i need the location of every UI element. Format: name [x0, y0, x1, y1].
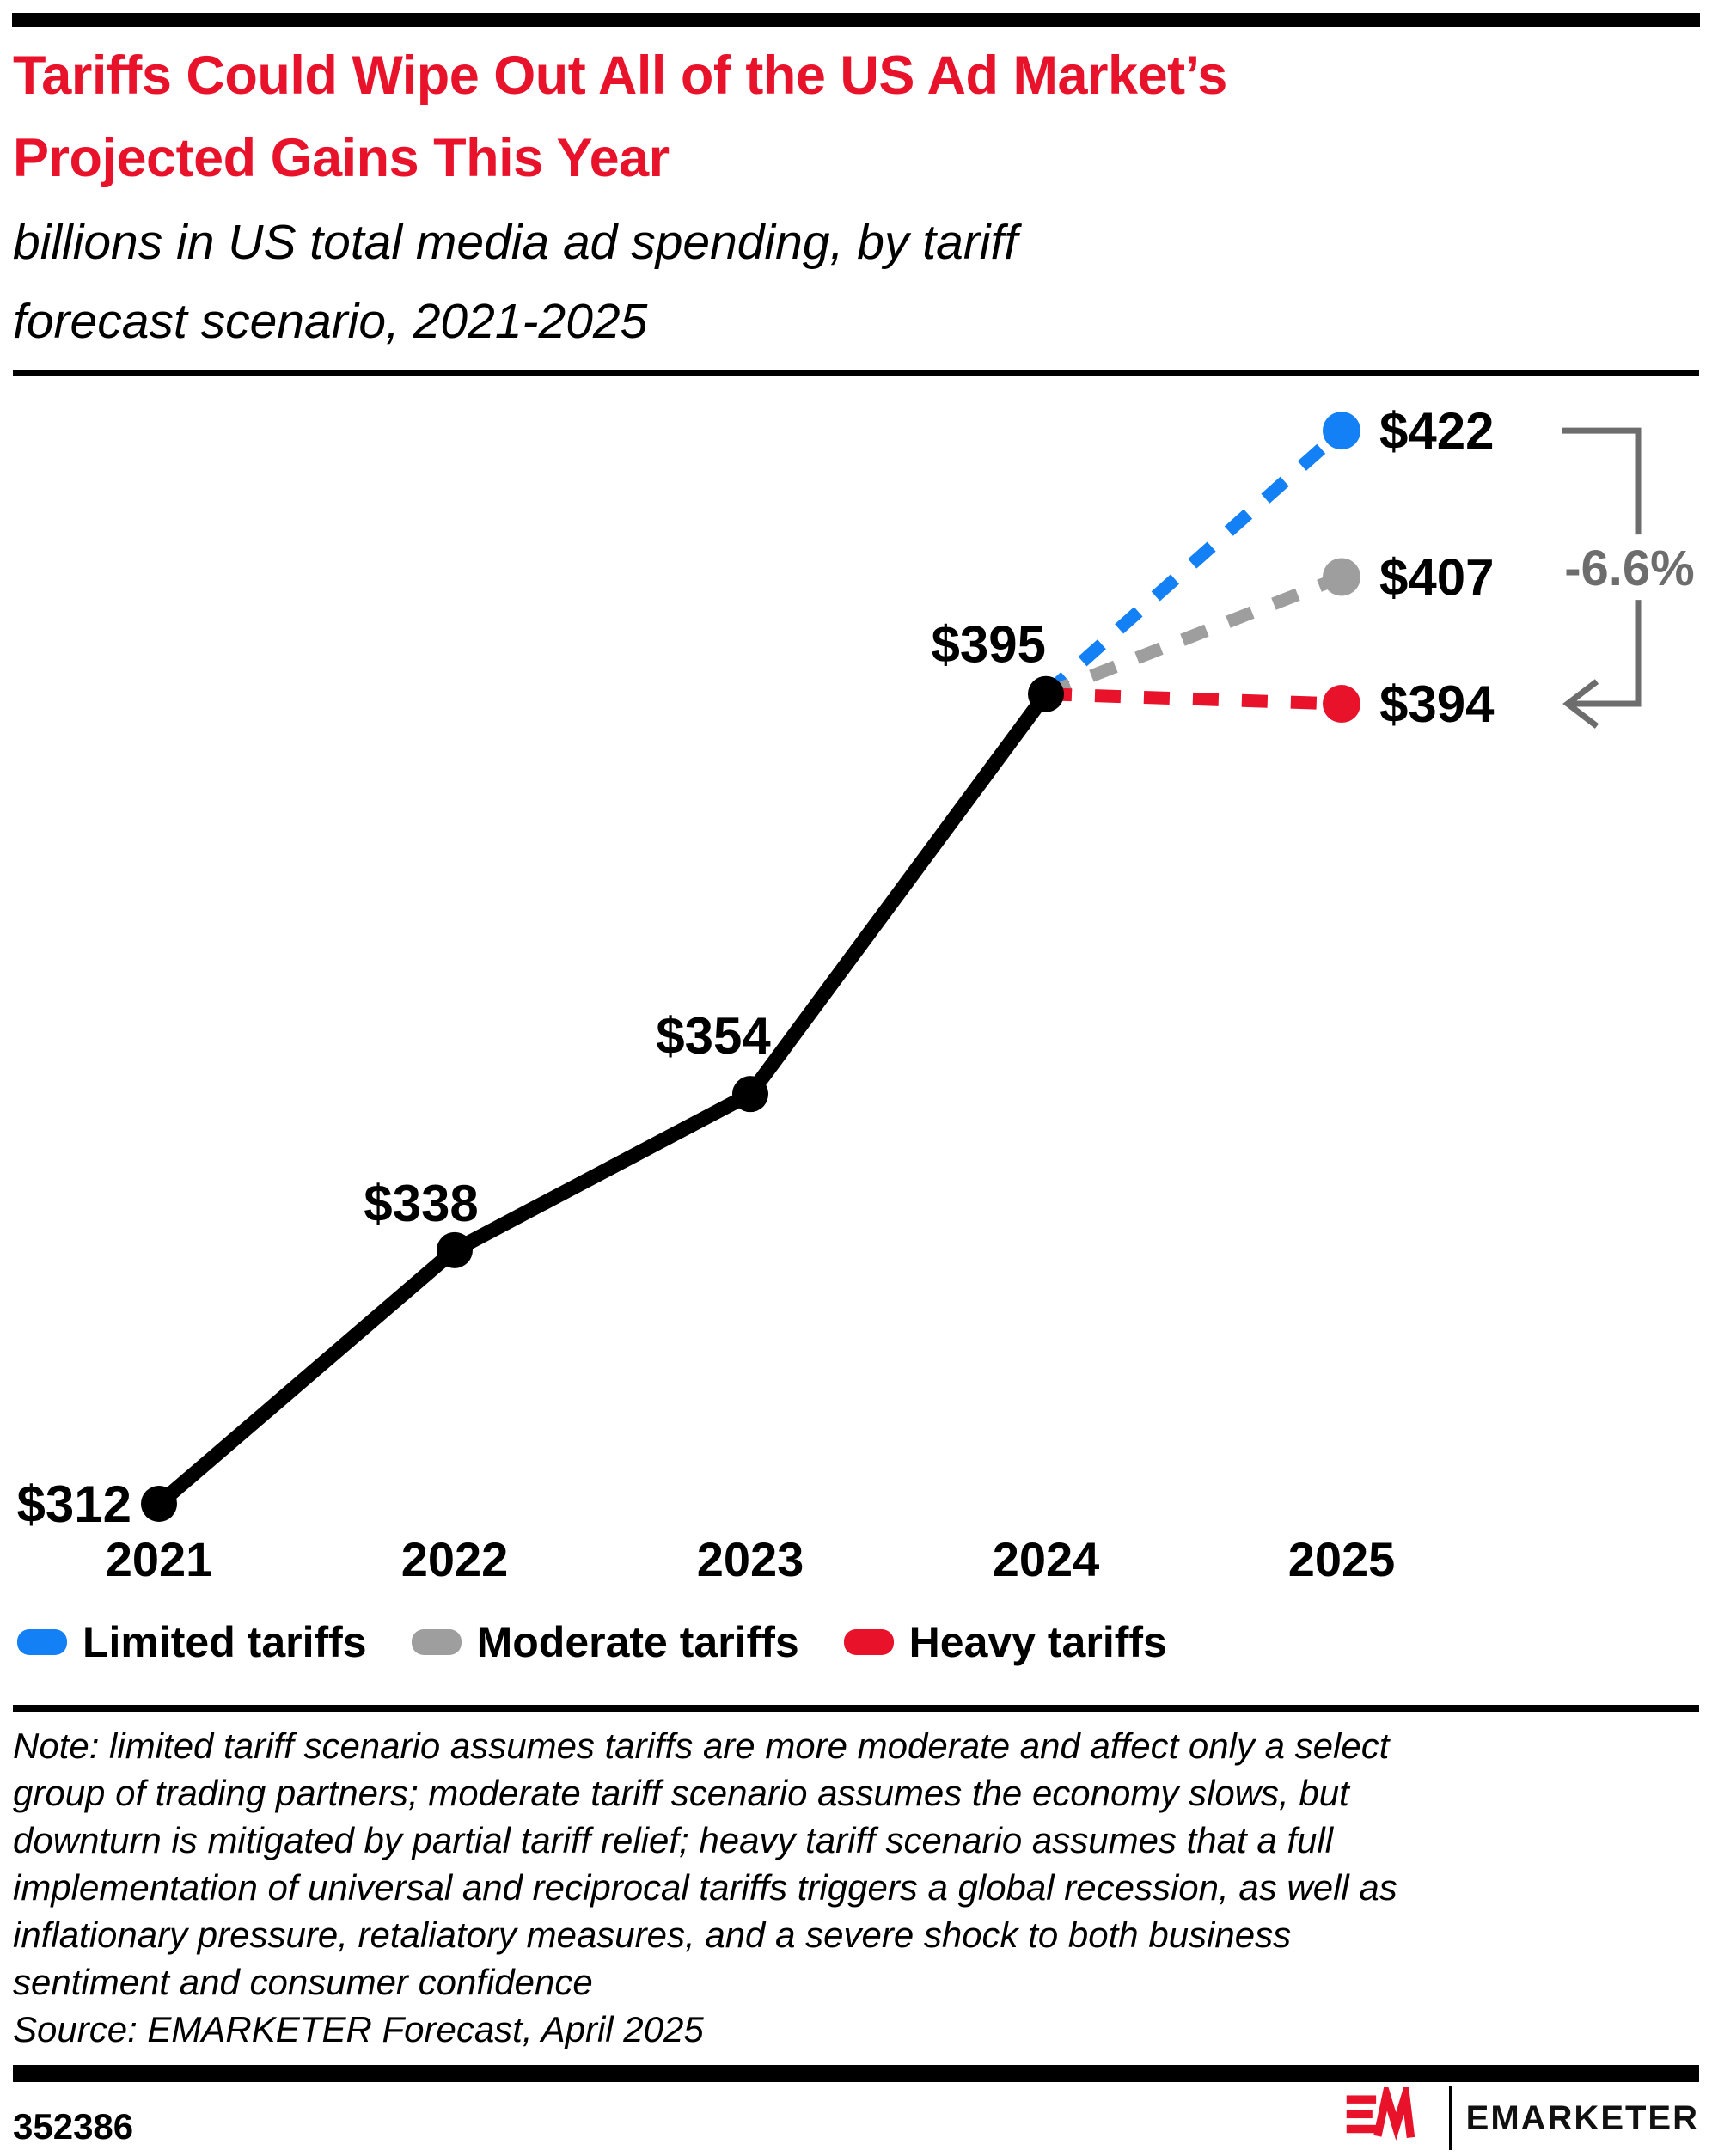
data-point-2021: [141, 1486, 177, 1522]
point-label-0: $312: [17, 1475, 131, 1533]
logo-separator: [1448, 2086, 1452, 2150]
legend-label: Limited tariffs: [83, 1618, 367, 1666]
point-label-3: $395: [932, 616, 1046, 674]
chart-subtitle: billions in US total media ad spending, …: [13, 215, 1018, 349]
actual-series-line: [151, 687, 1054, 1512]
note-line: sentiment and consumer confidence: [13, 1962, 593, 2002]
note-line: downturn is mitigated by partial tariff …: [13, 1820, 1334, 1860]
note-block: Note: limited tariff scenario assumes ta…: [13, 1722, 1397, 2053]
page-title: Tariffs Could Wipe Out All of the US Ad …: [13, 46, 1227, 188]
annotation-change-label: -6.6%: [1564, 541, 1695, 596]
emarketer-logo: EMARKETER: [1339, 2086, 1699, 2151]
note-line: implementation of universal and reciproc…: [13, 1867, 1397, 1908]
scenario-value-label-0: $422: [1379, 402, 1494, 460]
legend: Limited tariffs Moderate tariffs Heavy t…: [17, 1617, 1167, 1667]
scenario-line-2: [1045, 687, 1342, 711]
scenario-value-label-1: $407: [1379, 548, 1494, 606]
note-line: Note: limited tariff scenario assumes ta…: [13, 1725, 1390, 1766]
scenario-endpoint-2: [1323, 685, 1360, 724]
legend-item-moderate-tariffs: Moderate tariffs: [411, 1617, 799, 1667]
note-line: inflationary pressure, retaliatory measu…: [13, 1915, 1292, 1955]
x-axis-label-2022: 2022: [401, 1532, 509, 1586]
note-line: group of trading partners; moderate tari…: [13, 1773, 1349, 1813]
scenario-value-label-2: $394: [1379, 675, 1495, 733]
line-chart: $422 $407 $394 $312 $338 $354 $395 2021 2022 2023…: [17, 402, 1695, 1586]
point-label-2: $354: [656, 1007, 771, 1065]
annotation-arrow-left-icon: [1562, 679, 1599, 729]
x-axis-label-2021: 2021: [106, 1532, 213, 1586]
data-point-2022: [437, 1231, 473, 1268]
x-axis-label-2024: 2024: [993, 1532, 1100, 1586]
scenario-endpoint-1: [1323, 558, 1360, 596]
brand-wordmark: EMARKETER: [1465, 2098, 1699, 2137]
note-divider: [13, 1705, 1699, 1712]
header-divider: [13, 370, 1699, 376]
source-line: Source: EMARKETER Forecast, April 2025: [13, 2009, 704, 2049]
point-label-1: $338: [364, 1175, 478, 1232]
legend-swatch-icon: [411, 1629, 462, 1655]
scenario-line-1: [1043, 571, 1344, 700]
legend-item-heavy-tariffs: Heavy tariffs: [843, 1617, 1167, 1667]
legend-swatch-icon: [17, 1629, 67, 1655]
scenario-line-0: [1042, 425, 1346, 699]
x-axis-label-2025: 2025: [1288, 1532, 1396, 1586]
data-point-2023: [732, 1076, 768, 1113]
annotation-bracket: [1562, 427, 1642, 707]
top-border-bar: [12, 13, 1700, 27]
data-point-2024: [1028, 675, 1064, 712]
legend-label: Moderate tariffs: [476, 1618, 799, 1666]
legend-item-limited-tariffs: Limited tariffs: [17, 1617, 367, 1667]
emarketer-em-icon: [1346, 2086, 1415, 2141]
x-axis-label-2023: 2023: [697, 1532, 804, 1586]
legend-swatch-icon: [843, 1629, 894, 1655]
footer-bar: [13, 2065, 1699, 2082]
legend-label: Heavy tariffs: [908, 1618, 1167, 1666]
chart-id: 352386: [13, 2106, 134, 2147]
scenario-endpoint-0: [1323, 412, 1360, 450]
